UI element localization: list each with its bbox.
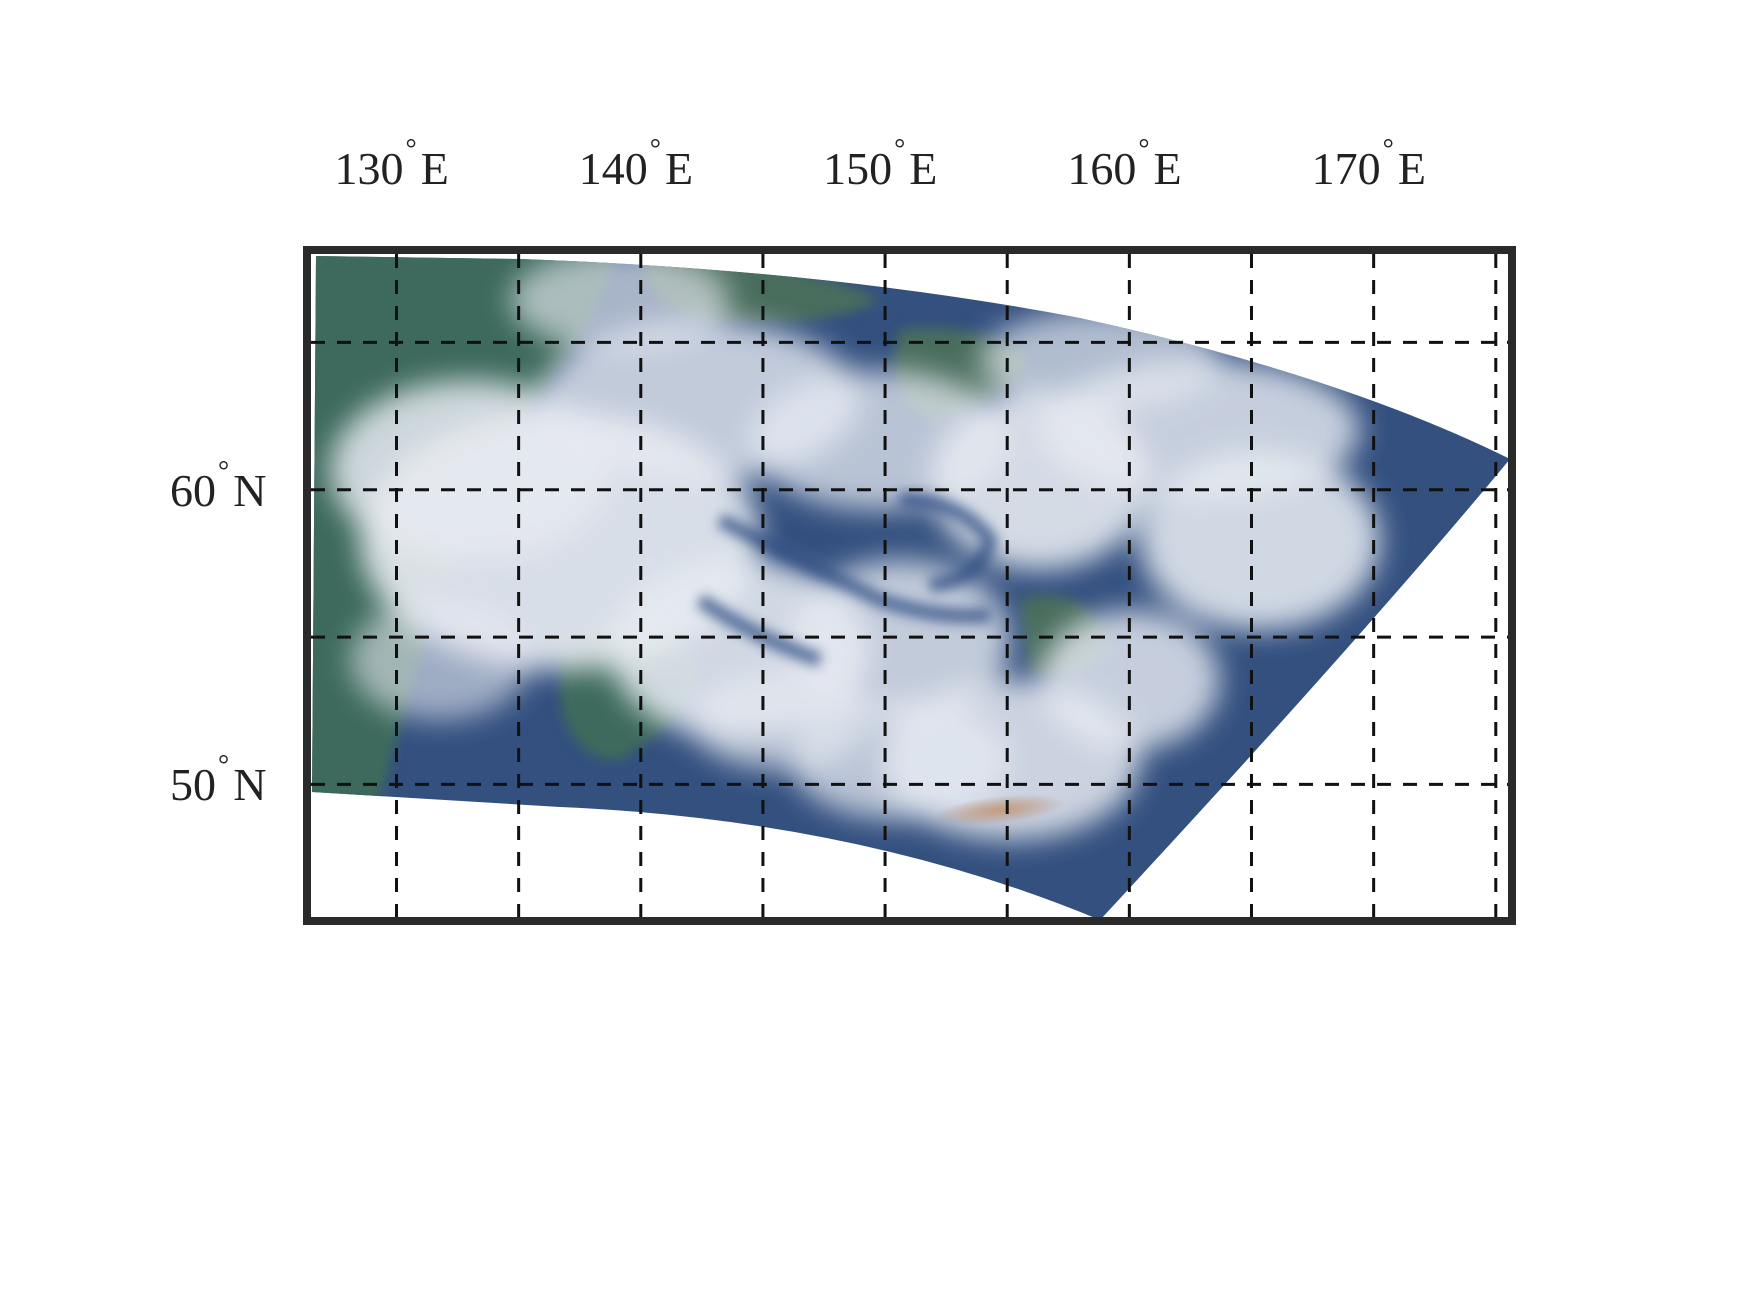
longitude-tick-label: 170°E [1311, 134, 1426, 194]
volcanic-plume [935, 794, 1065, 826]
longitude-tick-label: 160°E [1067, 134, 1182, 194]
longitude-tick-label: 150°E [823, 134, 938, 194]
longitude-tick-label: 130°E [334, 134, 449, 194]
map-frame [303, 246, 1516, 925]
longitude-tick-label: 140°E [578, 134, 694, 194]
latitude-tick-label: 60°N [170, 455, 267, 516]
graticule [311, 254, 1508, 917]
satellite-image-swath [312, 256, 1510, 920]
latitude-tick-label: 50°N [170, 750, 267, 811]
